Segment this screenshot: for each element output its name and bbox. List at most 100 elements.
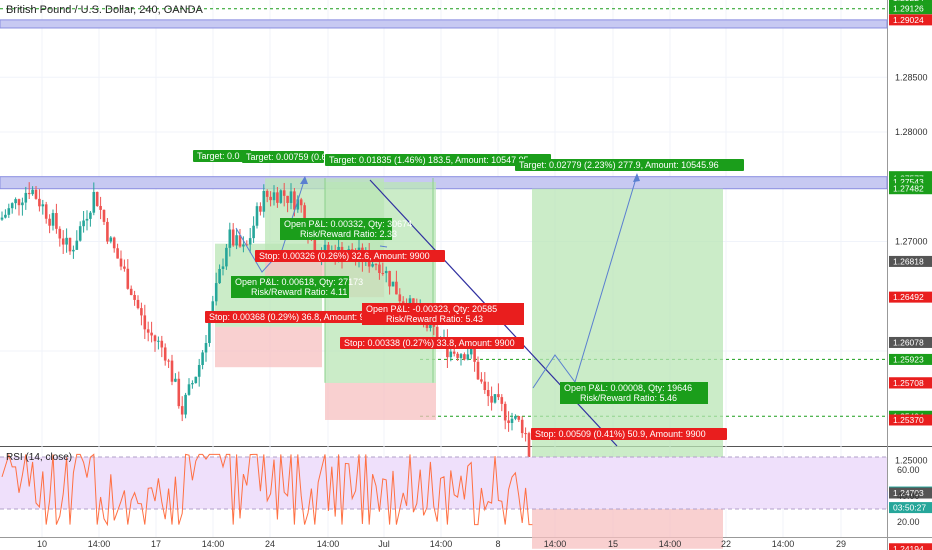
price-badge-bg[interactable]	[889, 414, 932, 426]
stop-label-3[interactable]: Stop: 0.00338 (0.27%) 33.8, Amount: 9900	[344, 338, 515, 348]
stop-label-4[interactable]: Stop: 0.00509 (0.41%) 50.9, Amount: 9900	[535, 429, 706, 439]
stop-label-2[interactable]: Stop: 0.00326 (0.26%) 32.6, Amount: 9900	[259, 251, 430, 261]
target-label-3[interactable]: Target: 0.01835 (1.46%) 183.5, Amount: 1…	[329, 155, 529, 165]
arrowhead-icon	[633, 173, 640, 182]
candle-body	[473, 347, 476, 362]
candle-body	[204, 343, 208, 353]
position-1-rr[interactable]: Risk/Reward Ratio: 4.11	[251, 287, 347, 297]
position-stop-zone[interactable]	[215, 326, 322, 368]
stop-label-2-bg[interactable]	[255, 250, 445, 262]
candle-body	[10, 203, 14, 209]
candle-body	[272, 192, 276, 201]
target-label-1[interactable]: Target: 0.0	[197, 151, 240, 161]
time-tick-label[interactable]: 22	[721, 539, 731, 549]
time-tick-label[interactable]: 14:00	[544, 539, 567, 549]
candle-body	[412, 298, 415, 307]
price-badge-bg[interactable]	[889, 353, 932, 365]
time-tick-label[interactable]: 14:00	[317, 539, 340, 549]
rsi-indicator-title[interactable]: RSI (14, close)	[6, 452, 73, 463]
price-badge-bg[interactable]	[889, 255, 932, 267]
time-tick-label[interactable]: 10	[37, 539, 47, 549]
position-4-pnl[interactable]: Open P&L: 0.00008, Qty: 19646	[564, 383, 692, 393]
price-badge[interactable]: 1.26492	[893, 292, 924, 302]
time-tick-label[interactable]: 15	[608, 539, 618, 549]
position-1-bg[interactable]	[231, 276, 349, 298]
position-stop-zone[interactable]	[325, 382, 436, 420]
candle-body	[27, 192, 31, 195]
price-badge-bg[interactable]	[889, 0, 932, 4]
candle-body	[194, 376, 198, 384]
price-axis[interactable]: 1.285001.280001.270001.250001.240001.296…	[889, 0, 932, 550]
price-badge[interactable]: 1.25923	[893, 354, 924, 364]
price-badge-bg[interactable]	[889, 377, 932, 389]
price-badge-bg[interactable]	[889, 502, 932, 514]
position-4-rr[interactable]: Risk/Reward Ratio: 5.46	[580, 393, 677, 403]
price-badge[interactable]: 1.29126	[893, 4, 924, 14]
projection-arrow[interactable]	[379, 245, 388, 248]
position-2-rr[interactable]: Risk/Reward Ratio: 2.33	[300, 229, 397, 239]
position-target-zone[interactable]	[532, 188, 723, 494]
stop-label-1-bg[interactable]	[205, 311, 395, 323]
time-tick-label[interactable]: 14:00	[202, 539, 225, 549]
symbol-title[interactable]: British Pound / U.S. Dollar, 240, OANDA	[6, 4, 203, 16]
target-label-2[interactable]: Target: 0.00759 (0.60%) 75.	[246, 152, 358, 162]
price-badge[interactable]: 1.29024	[893, 15, 924, 25]
candle-body	[459, 354, 463, 358]
time-tick-label[interactable]: 24	[265, 539, 275, 549]
stop-label-4-bg[interactable]	[531, 428, 727, 440]
projection-arrow[interactable]	[532, 174, 638, 389]
price-badge-bg[interactable]	[889, 336, 932, 348]
position-labels[interactable]: Target: 0.0 Target: 0.00759 (0.60%) 75.Ta…	[193, 150, 744, 440]
price-badge[interactable]: 1.24703	[893, 488, 924, 498]
price-badge[interactable]: 1.26078	[893, 337, 924, 347]
time-tick-label[interactable]: 17	[151, 539, 161, 549]
price-badge[interactable]: 1.27543	[893, 177, 924, 187]
candle-body	[221, 266, 225, 269]
price-badge[interactable]: 1.29224	[893, 0, 924, 3]
stop-label-1[interactable]: Stop: 0.00368 (0.29%) 36.8, Amount: 9900	[209, 312, 380, 322]
candle-body	[514, 416, 517, 419]
price-tick-label: 1.28500	[895, 72, 928, 82]
time-axis[interactable]: 10 14:00 17 14:00 24 14:00 Jul 14:00 8 14:00 15 14:…	[37, 539, 846, 549]
price-badge-bg[interactable]	[889, 183, 932, 195]
price-badge-bg[interactable]	[889, 3, 932, 15]
price-badge[interactable]: 1.25708	[893, 378, 924, 388]
position-1-pnl[interactable]: Open P&L: 0.00618, Qty: 27173	[235, 277, 363, 287]
price-badge-bg[interactable]	[889, 543, 932, 550]
price-tick-label: 1.27000	[895, 237, 928, 247]
price-badge[interactable]: 1.25370	[893, 415, 924, 425]
stop-label-3-bg[interactable]	[340, 337, 524, 349]
time-tick-label[interactable]: 29	[836, 539, 846, 549]
price-badge-bg[interactable]	[889, 176, 932, 188]
position-3-bg[interactable]	[362, 303, 524, 325]
position-3-rr[interactable]: Risk/Reward Ratio: 5.43	[386, 314, 483, 324]
time-tick-label[interactable]: 14:00	[772, 539, 795, 549]
position-2-pnl[interactable]: Open P&L: 0.00332, Qty: 30674	[284, 219, 412, 229]
time-tick-label[interactable]: 8	[495, 539, 500, 549]
price-badge[interactable]: 1.27482	[893, 184, 924, 194]
price-badge-bg[interactable]	[889, 14, 932, 26]
price-badge-bg[interactable]	[889, 291, 932, 303]
time-tick-label[interactable]: 14:00	[659, 539, 682, 549]
target-label-2-bg[interactable]	[242, 151, 324, 163]
candle-body	[58, 228, 62, 239]
candle-body	[510, 418, 514, 423]
price-badge[interactable]: 03:50:27	[893, 503, 926, 513]
target-label-1-bg[interactable]	[193, 150, 251, 162]
candle-body	[262, 190, 266, 212]
price-badge[interactable]: 1.26818	[893, 256, 924, 266]
target-label-4-bg[interactable]	[515, 159, 744, 171]
time-tick-label[interactable]: 14:00	[430, 539, 453, 549]
time-tick-label[interactable]: 14:00	[88, 539, 111, 549]
position-3-pnl[interactable]: Open P&L: -0.00323, Qty: 20585	[366, 304, 497, 314]
price-badge-bg[interactable]	[889, 487, 932, 499]
position-2-bg[interactable]	[280, 218, 392, 240]
position-4-bg[interactable]	[560, 382, 708, 404]
time-tick-label[interactable]: Jul	[378, 539, 390, 549]
price-badge[interactable]: 1.24194	[893, 544, 924, 550]
target-label-3-bg[interactable]	[325, 154, 551, 166]
candle-body	[208, 320, 211, 344]
target-label-4[interactable]: Target: 0.02779 (2.23%) 277.9, Amount: 1…	[519, 160, 719, 170]
